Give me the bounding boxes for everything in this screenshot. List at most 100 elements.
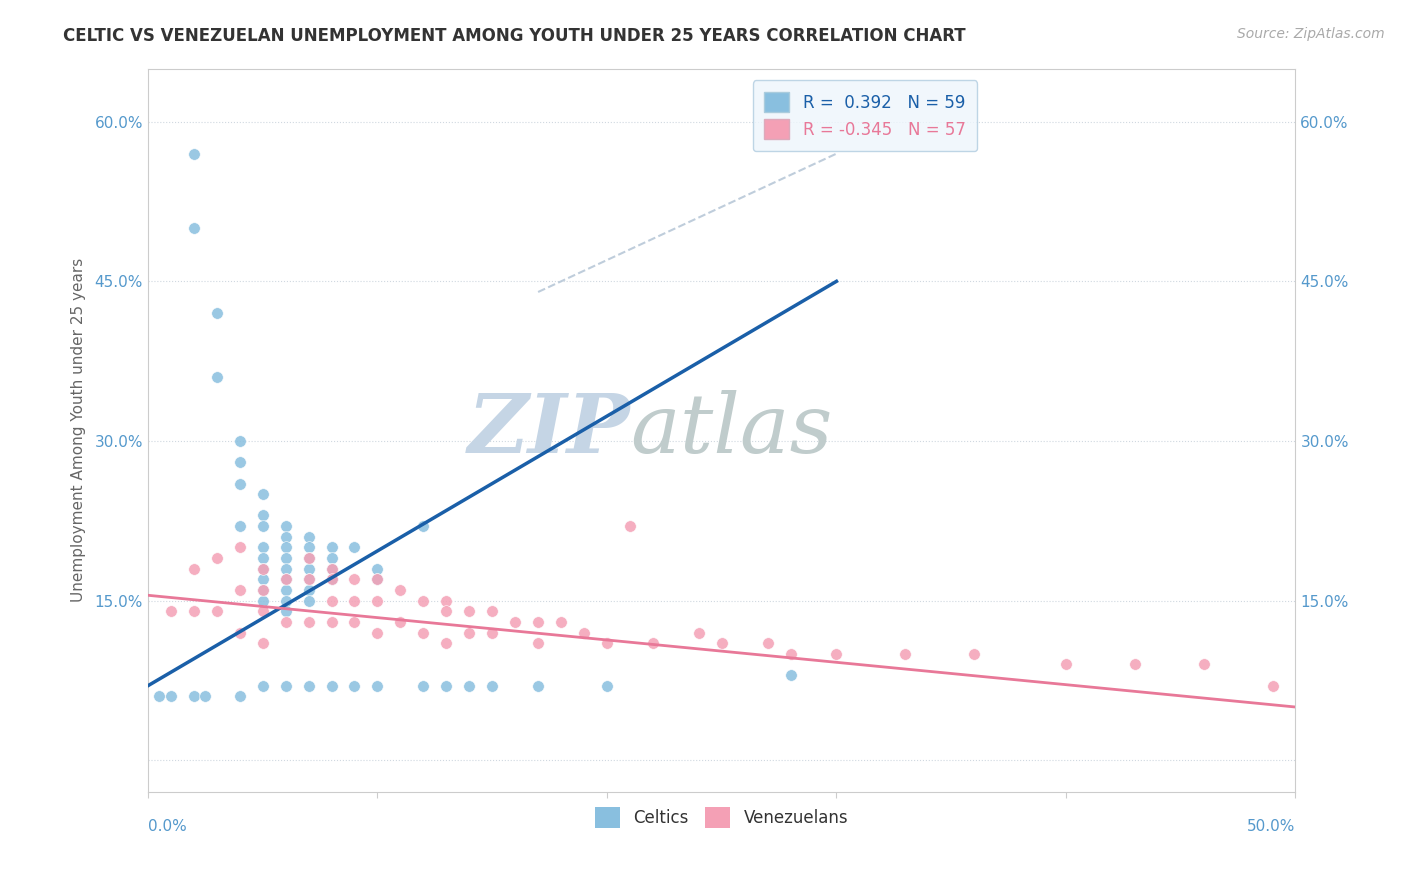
Point xyxy=(481,604,503,618)
Point xyxy=(205,604,228,618)
Point xyxy=(252,551,274,566)
Point xyxy=(297,582,319,597)
Point xyxy=(389,615,412,629)
Y-axis label: Unemployment Among Youth under 25 years: Unemployment Among Youth under 25 years xyxy=(72,258,86,602)
Point xyxy=(297,572,319,586)
Point xyxy=(481,679,503,693)
Point xyxy=(756,636,779,650)
Point xyxy=(274,572,297,586)
Point xyxy=(160,604,183,618)
Point xyxy=(321,551,343,566)
Point xyxy=(366,572,388,586)
Point xyxy=(550,615,572,629)
Point xyxy=(366,562,388,576)
Point xyxy=(503,615,526,629)
Point xyxy=(366,572,388,586)
Point xyxy=(183,221,205,235)
Point xyxy=(274,679,297,693)
Point xyxy=(412,679,434,693)
Point xyxy=(434,636,457,650)
Point xyxy=(412,625,434,640)
Point xyxy=(252,636,274,650)
Point xyxy=(229,541,252,555)
Point xyxy=(297,572,319,586)
Point xyxy=(252,582,274,597)
Point xyxy=(252,541,274,555)
Point xyxy=(205,306,228,320)
Point xyxy=(1123,657,1146,672)
Point xyxy=(183,604,205,618)
Point xyxy=(458,604,481,618)
Point xyxy=(321,615,343,629)
Point xyxy=(366,679,388,693)
Point xyxy=(274,519,297,533)
Point xyxy=(779,668,801,682)
Point xyxy=(343,541,366,555)
Point xyxy=(343,679,366,693)
Point xyxy=(183,690,205,704)
Point xyxy=(229,690,252,704)
Point xyxy=(148,690,170,704)
Point xyxy=(183,146,205,161)
Point xyxy=(343,572,366,586)
Point xyxy=(252,679,274,693)
Point xyxy=(641,636,664,650)
Point xyxy=(343,593,366,607)
Point xyxy=(297,551,319,566)
Point xyxy=(321,562,343,576)
Text: 0.0%: 0.0% xyxy=(148,819,187,834)
Point xyxy=(389,582,412,597)
Point xyxy=(297,551,319,566)
Point xyxy=(366,593,388,607)
Point xyxy=(229,519,252,533)
Point xyxy=(252,487,274,501)
Point xyxy=(252,604,274,618)
Point xyxy=(321,572,343,586)
Point xyxy=(366,625,388,640)
Point xyxy=(434,604,457,618)
Point xyxy=(274,593,297,607)
Point xyxy=(779,647,801,661)
Point xyxy=(205,551,228,566)
Point xyxy=(274,572,297,586)
Point xyxy=(297,679,319,693)
Point xyxy=(343,615,366,629)
Point xyxy=(252,582,274,597)
Point xyxy=(412,519,434,533)
Point xyxy=(297,593,319,607)
Point xyxy=(229,434,252,448)
Point xyxy=(527,615,550,629)
Point xyxy=(1192,657,1215,672)
Point xyxy=(252,508,274,523)
Point xyxy=(274,582,297,597)
Point xyxy=(252,593,274,607)
Point xyxy=(321,572,343,586)
Text: ZIP: ZIP xyxy=(467,391,630,470)
Point xyxy=(619,519,641,533)
Point xyxy=(229,625,252,640)
Point xyxy=(1054,657,1077,672)
Point xyxy=(194,690,217,704)
Point xyxy=(458,679,481,693)
Point xyxy=(825,647,848,661)
Point xyxy=(572,625,595,640)
Point xyxy=(252,562,274,576)
Point xyxy=(297,541,319,555)
Point xyxy=(274,541,297,555)
Point xyxy=(710,636,733,650)
Point xyxy=(412,593,434,607)
Point xyxy=(1261,679,1284,693)
Point xyxy=(274,604,297,618)
Point xyxy=(229,476,252,491)
Point xyxy=(160,690,183,704)
Point xyxy=(252,519,274,533)
Point xyxy=(297,562,319,576)
Point xyxy=(274,562,297,576)
Point xyxy=(321,541,343,555)
Point xyxy=(596,636,619,650)
Point xyxy=(205,370,228,384)
Point xyxy=(252,562,274,576)
Point xyxy=(434,593,457,607)
Point xyxy=(481,625,503,640)
Point xyxy=(527,679,550,693)
